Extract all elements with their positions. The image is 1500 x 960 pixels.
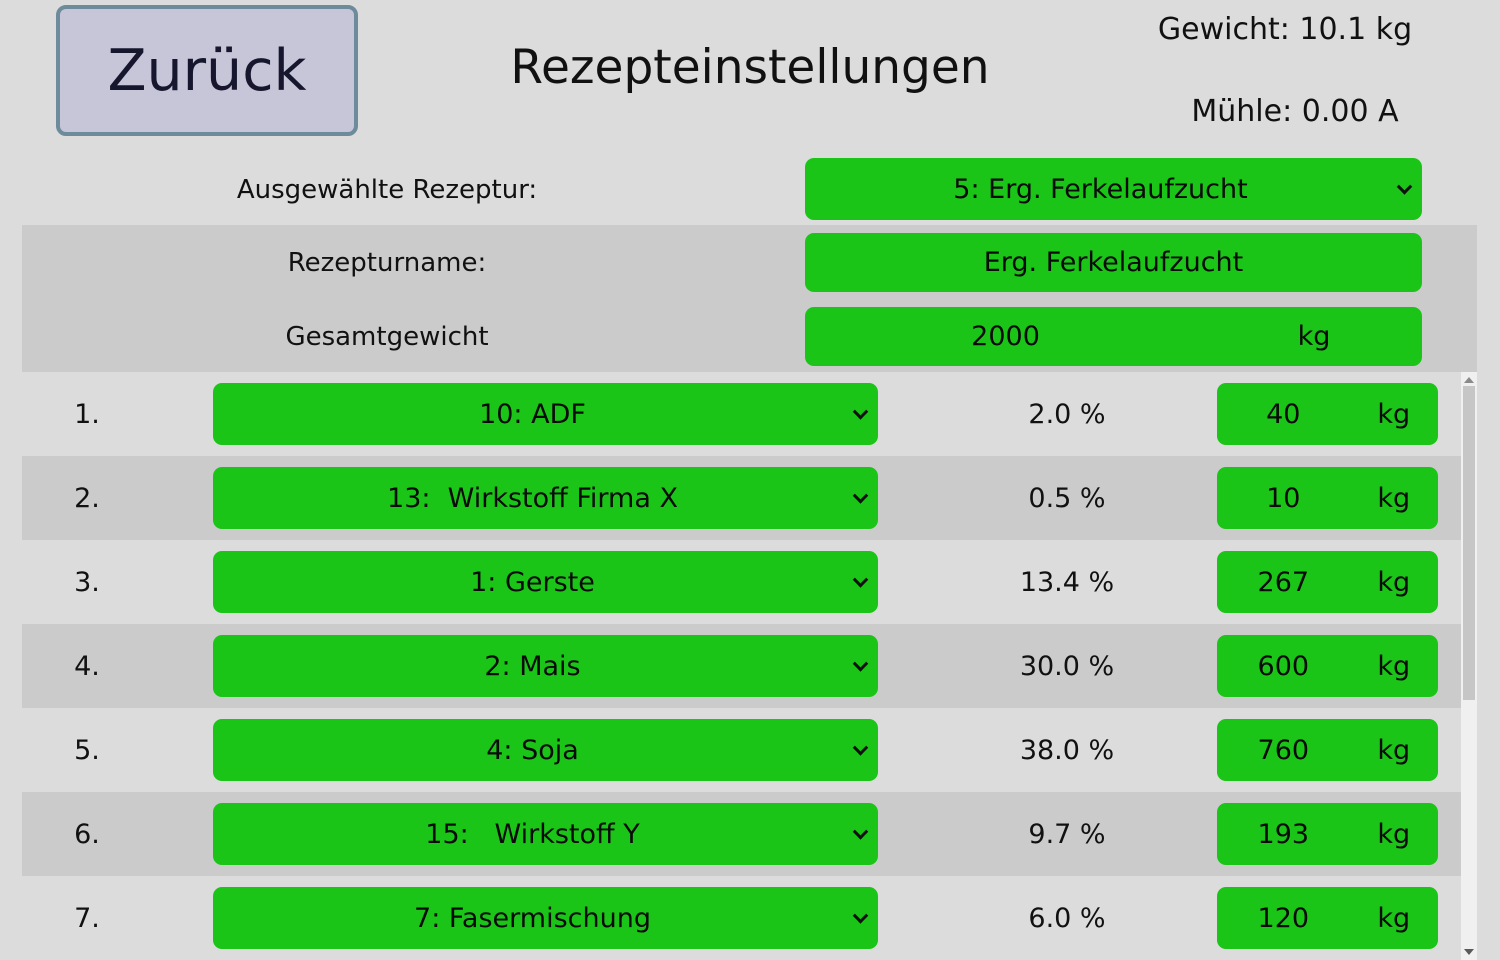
ingredient-percent: 0.5 % [1028, 482, 1106, 514]
ingredient-select[interactable]: 10: ADF [213, 383, 878, 445]
vertical-scrollbar[interactable] [1461, 372, 1477, 960]
ingredient-select-value: 13: Wirkstoff Firma X [387, 482, 678, 514]
ingredient-amount-unit: kg [1377, 902, 1411, 934]
ingredient-select[interactable]: 15: Wirkstoff Y [213, 803, 878, 865]
ingredient-amount-unit: kg [1377, 482, 1411, 514]
ingredient-row: 4. 2: Mais 30.0 % 600 kg [22, 624, 1461, 708]
ingredient-select[interactable]: 13: Wirkstoff Firma X [213, 467, 878, 529]
chevron-down-icon [1396, 179, 1413, 195]
row-number: 3. [74, 566, 100, 598]
ingredient-amount-value[interactable]: 267 [1257, 566, 1310, 598]
row-number: 7. [74, 902, 100, 934]
scroll-up-arrow-icon[interactable] [1464, 377, 1474, 383]
ingredient-amount-input[interactable]: 193 kg [1217, 803, 1438, 865]
ingredient-amount-value[interactable]: 120 [1257, 902, 1310, 934]
chevron-down-icon [852, 656, 869, 672]
ingredient-percent: 13.4 % [1019, 566, 1115, 598]
ingredient-amount-input[interactable]: 40 kg [1217, 383, 1438, 445]
ingredient-amount-unit: kg [1377, 566, 1411, 598]
weight-readout: Gewicht: 10.1 kg [1157, 12, 1413, 47]
ingredient-amount-unit: kg [1377, 650, 1411, 682]
ingredient-amount-input[interactable]: 600 kg [1217, 635, 1438, 697]
ingredient-amount-input[interactable]: 760 kg [1217, 719, 1438, 781]
ingredient-row: 5. 4: Soja 38.0 % 760 kg [22, 708, 1461, 792]
ingredient-select-value: 10: ADF [479, 398, 586, 430]
chevron-down-icon [852, 572, 869, 588]
ingredient-row: 3. 1: Gerste 13.4 % 267 kg [22, 540, 1461, 624]
recipe-name-value: Erg. Ferkelaufzucht [983, 247, 1244, 278]
ingredient-percent: 6.0 % [1028, 902, 1106, 934]
ingredient-amount-input[interactable]: 120 kg [1217, 887, 1438, 949]
row-number: 2. [74, 482, 100, 514]
recipe-select-value: 5: Erg. Ferkelaufzucht [953, 173, 1248, 205]
total-weight-label: Gesamtgewicht [285, 322, 489, 352]
ingredient-percent: 30.0 % [1019, 650, 1115, 682]
chevron-down-icon [852, 908, 869, 924]
ingredient-percent: 38.0 % [1019, 734, 1115, 766]
recipe-select[interactable]: 5: Erg. Ferkelaufzucht [805, 158, 1422, 220]
row-number: 6. [74, 818, 100, 850]
ingredient-row: 2. 13: Wirkstoff Firma X 0.5 % 10 kg [22, 456, 1461, 540]
ingredient-amount-value[interactable]: 193 [1257, 818, 1310, 850]
row-number: 4. [74, 650, 100, 682]
row-number: 1. [74, 398, 100, 430]
total-weight-input[interactable]: 2000 kg [805, 307, 1422, 366]
chevron-down-icon [852, 824, 869, 840]
ingredient-select[interactable]: 4: Soja [213, 719, 878, 781]
scrollbar-thumb[interactable] [1463, 386, 1475, 700]
ingredient-select-value: 15: Wirkstoff Y [425, 818, 640, 850]
ingredient-select-value: 1: Gerste [470, 566, 595, 598]
ingredient-amount-input[interactable]: 10 kg [1217, 467, 1438, 529]
row-number: 5. [74, 734, 100, 766]
ingredient-amount-value[interactable]: 760 [1257, 734, 1310, 766]
ingredient-amount-unit: kg [1377, 398, 1411, 430]
ingredient-select-value: 2: Mais [484, 650, 581, 682]
ingredient-amount-input[interactable]: 267 kg [1217, 551, 1438, 613]
ingredient-select-value: 4: Soja [486, 734, 579, 766]
selected-recipe-label: Ausgewählte Rezeptur: [236, 175, 538, 205]
recipe-name-input[interactable]: Erg. Ferkelaufzucht [805, 233, 1422, 292]
ingredient-select[interactable]: 1: Gerste [213, 551, 878, 613]
ingredient-row: 7. 7: Fasermischung 6.0 % 120 kg [22, 876, 1461, 960]
total-weight-unit: kg [1297, 321, 1331, 352]
ingredient-amount-unit: kg [1377, 734, 1411, 766]
ingredient-amount-value[interactable]: 600 [1257, 650, 1310, 682]
back-button[interactable]: Zurück [56, 5, 358, 136]
scroll-down-arrow-icon[interactable] [1464, 949, 1474, 955]
total-weight-value[interactable]: 2000 [971, 321, 1040, 352]
recipe-name-label: Rezepturname: [287, 248, 487, 278]
ingredient-amount-value[interactable]: 40 [1266, 398, 1301, 430]
chevron-down-icon [852, 488, 869, 504]
chevron-down-icon [852, 740, 869, 756]
ingredient-select[interactable]: 7: Fasermischung [213, 887, 878, 949]
ingredient-row: 6. 15: Wirkstoff Y 9.7 % 193 kg [22, 792, 1461, 876]
ingredient-select-value: 7: Fasermischung [414, 902, 651, 934]
chevron-down-icon [852, 404, 869, 420]
mill-readout: Mühle: 0.00 A [1191, 94, 1399, 129]
ingredient-amount-value[interactable]: 10 [1266, 482, 1301, 514]
page-title: Rezepteinstellungen [510, 40, 990, 95]
ingredient-amount-unit: kg [1377, 818, 1411, 850]
ingredient-select[interactable]: 2: Mais [213, 635, 878, 697]
ingredient-percent: 9.7 % [1028, 818, 1106, 850]
ingredient-percent: 2.0 % [1028, 398, 1106, 430]
ingredient-row: 1. 10: ADF 2.0 % 40 kg [22, 372, 1461, 456]
